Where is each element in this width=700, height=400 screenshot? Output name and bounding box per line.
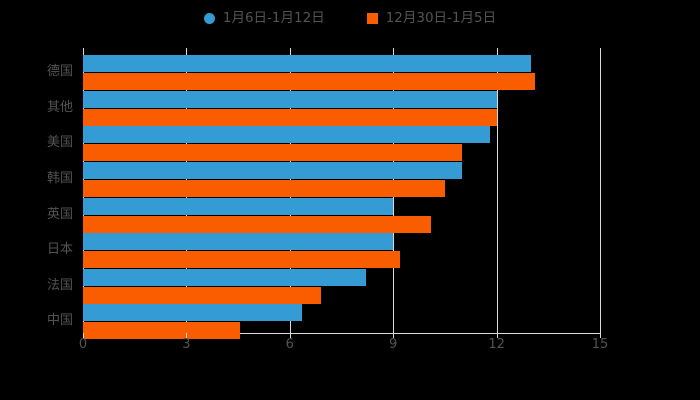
bar-group — [83, 268, 600, 304]
bar[interactable] — [83, 215, 432, 233]
y-axis-label: 法国 — [46, 277, 73, 293]
bar[interactable] — [83, 126, 490, 144]
bar-group — [83, 197, 600, 233]
bar[interactable] — [83, 55, 532, 72]
gridline-x-15 — [600, 48, 601, 333]
x-axis-tick-label: 12 — [488, 337, 505, 352]
y-axis-label: 英国 — [46, 206, 73, 222]
legend-label-series-1: 12月30日-1月5日 — [385, 10, 497, 26]
bar-group — [83, 90, 600, 126]
y-axis-category-labels: 德国其他美国韩国英国日本法国中国 — [0, 48, 73, 333]
legend-swatch-square-icon — [366, 13, 378, 25]
bar-group — [83, 126, 600, 162]
x-axis-tick-mark — [83, 333, 84, 338]
bar[interactable] — [83, 144, 463, 162]
bar-group — [83, 55, 600, 90]
x-axis-tick-label: 15 — [591, 337, 609, 352]
bar[interactable] — [83, 197, 394, 215]
bar-group — [83, 161, 600, 197]
y-axis-label: 德国 — [46, 64, 73, 79]
bar[interactable] — [83, 304, 302, 322]
y-axis-label: 日本 — [46, 242, 73, 258]
legend-label-series-0: 1月6日-1月12日 — [222, 10, 325, 26]
x-axis-tick-label: 6 — [285, 337, 294, 352]
x-axis-tick-mark — [600, 333, 601, 338]
y-axis-label: 韩国 — [46, 170, 73, 186]
bar[interactable] — [83, 322, 240, 340]
bar[interactable] — [83, 286, 321, 304]
bar[interactable] — [83, 251, 401, 269]
bar-group — [83, 233, 600, 269]
x-axis-tick-mark — [393, 333, 395, 338]
bar[interactable] — [83, 73, 535, 90]
y-axis-label: 美国 — [46, 135, 73, 151]
bar[interactable] — [83, 233, 394, 251]
bar[interactable] — [83, 90, 497, 108]
bar[interactable] — [83, 108, 497, 126]
legend-swatch-circle-icon — [203, 13, 215, 25]
x-axis-tick-mark — [186, 333, 188, 338]
y-axis-label: 其他 — [46, 99, 73, 115]
x-axis-tick-label: 9 — [389, 337, 398, 352]
x-axis-tick-labels: 0 3 6 9 12 15 — [0, 338, 700, 362]
gridline-x-12 — [496, 48, 498, 333]
y-axis-label: 中国 — [46, 313, 73, 329]
x-axis-tick-label: 0 — [78, 337, 88, 352]
legend-item-series-1[interactable]: 12月30日-1月5日 — [366, 10, 497, 26]
x-axis-tick-label: 3 — [182, 337, 191, 352]
bar[interactable] — [83, 179, 445, 197]
x-axis-line — [83, 333, 601, 334]
bar-group — [83, 304, 600, 340]
plot-area — [83, 48, 601, 340]
chart-legend: 1月6日-1月12日 12月30日-1月5日 — [0, 10, 700, 26]
x-axis-tick-mark — [289, 333, 291, 338]
legend-item-series-0[interactable]: 1月6日-1月12日 — [203, 10, 325, 26]
bar[interactable] — [83, 268, 366, 286]
bar[interactable] — [83, 161, 463, 179]
x-axis-tick-mark — [496, 333, 498, 338]
